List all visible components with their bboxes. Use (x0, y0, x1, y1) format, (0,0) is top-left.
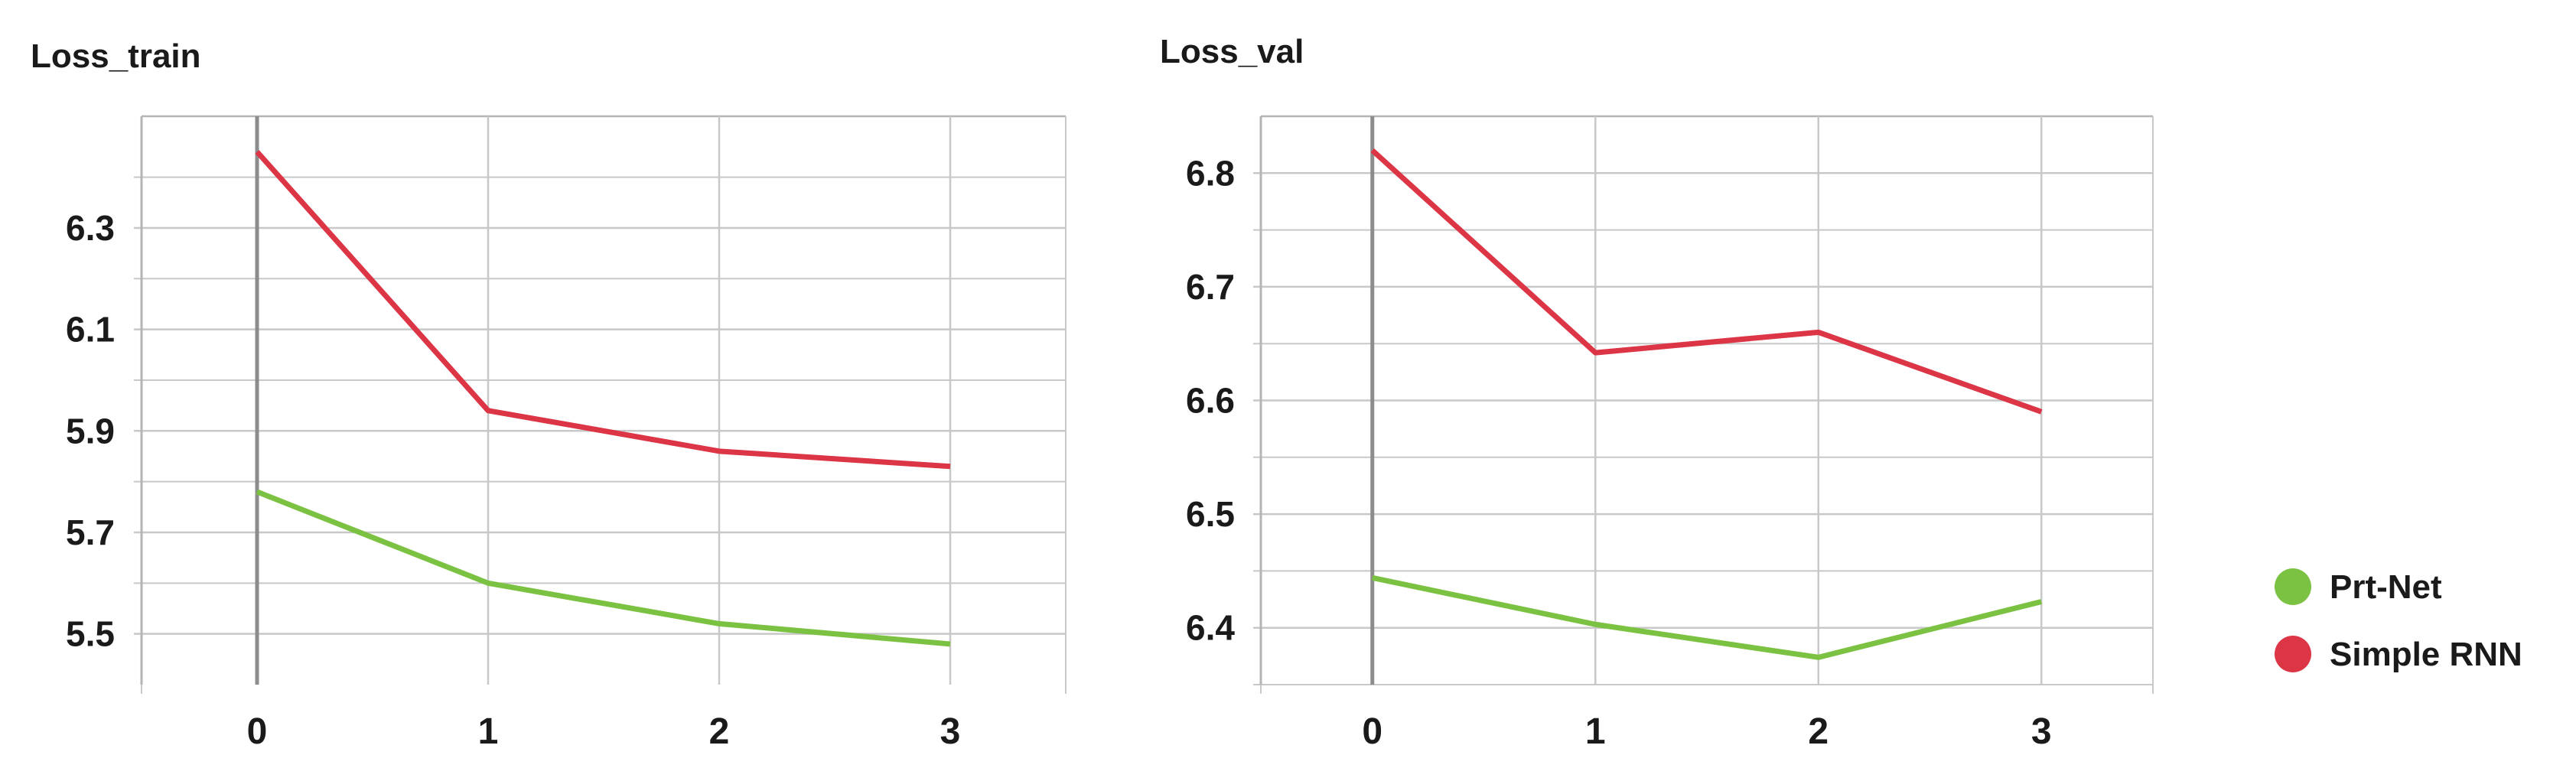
y-tick-labels: 5.5 5.7 5.9 6.1 6.3 (66, 208, 115, 654)
x-tick-label: 1 (478, 711, 499, 752)
legend-marker (2275, 636, 2311, 672)
x-tick-label: 0 (247, 711, 268, 752)
series-lines (255, 150, 951, 647)
x-tick-label: 3 (2031, 711, 2052, 752)
series-line-simple-rnn (255, 150, 951, 470)
legend-marker (2275, 568, 2311, 605)
y-tick-label: 5.5 (66, 614, 115, 654)
y-tick-labels: 6.4 6.5 6.6 6.7 6.8 (1186, 153, 1235, 647)
series-line-prt-net (256, 489, 951, 647)
y-tick-label: 6.5 (1186, 494, 1235, 534)
y-tick-label: 6.8 (1186, 153, 1235, 193)
y-tick-label: 6.4 (1186, 608, 1235, 648)
x-tick-labels: 0 1 2 3 (247, 711, 961, 752)
legend-item-prt-net[interactable]: Prt-Net (2275, 568, 2442, 606)
legend-item-simple-rnn[interactable]: Simple RNN (2275, 636, 2522, 673)
x-tick-label: 2 (709, 711, 730, 752)
legend-label: Simple RNN (2330, 636, 2522, 673)
x-tick-labels: 0 1 2 3 (1362, 711, 2051, 752)
grid (134, 115, 1067, 694)
y-tick-label: 6.7 (1186, 267, 1235, 307)
loss-train-panel: Loss_train 5.5 5.7 5.9 6.1 6.3 0 1 2 3 (31, 37, 1067, 752)
y-tick-label: 6.1 (66, 310, 115, 350)
loss-val-panel: Loss_val 6.4 6.5 6.6 6.7 6.8 0 1 2 3 (1160, 33, 2154, 752)
y-tick-label: 5.9 (66, 411, 115, 451)
legend: Prt-Net Simple RNN (2275, 568, 2522, 673)
x-tick-label: 0 (1362, 711, 1382, 752)
y-tick-label: 6.6 (1186, 381, 1235, 421)
x-tick-label: 2 (1808, 711, 1829, 752)
chart-title: Loss_train (31, 37, 201, 75)
legend-label: Prt-Net (2330, 568, 2442, 606)
y-tick-label: 5.7 (66, 513, 115, 552)
series-lines (1370, 148, 2043, 660)
grid (1253, 115, 2154, 694)
series-line-prt-net (1372, 574, 2043, 660)
x-tick-label: 3 (940, 711, 961, 752)
y-tick-label: 6.3 (66, 208, 115, 248)
chart-title: Loss_val (1160, 33, 1304, 70)
series-line-simple-rnn (1370, 148, 2043, 415)
x-tick-label: 1 (1585, 711, 1606, 752)
